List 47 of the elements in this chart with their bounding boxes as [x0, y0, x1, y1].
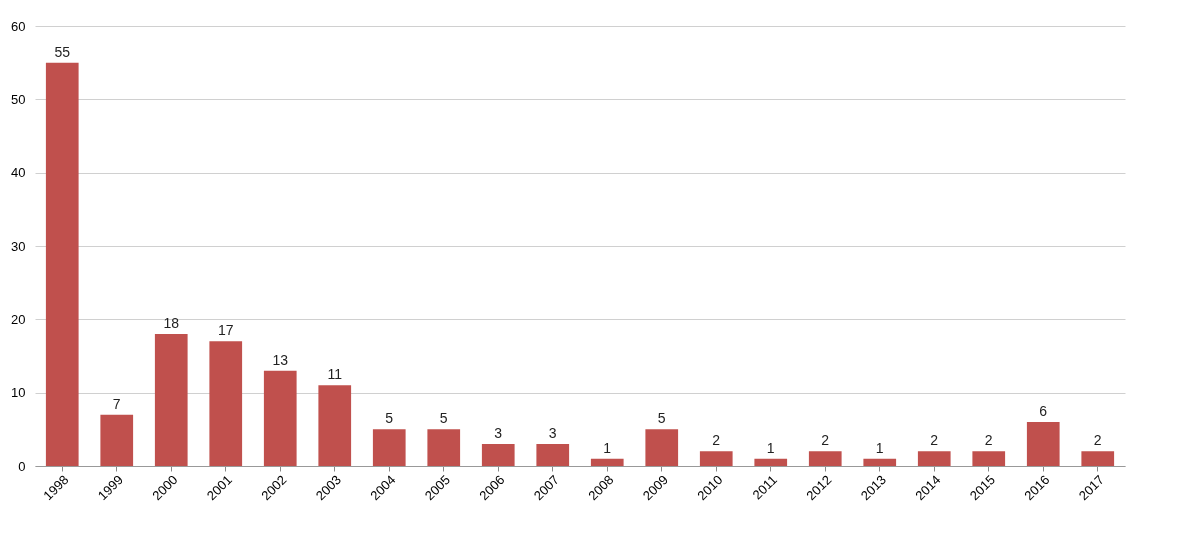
data-label: 55 [54, 43, 71, 60]
data-label: 2 [984, 432, 993, 449]
bar [917, 451, 951, 466]
data-label: 5 [657, 410, 666, 427]
bar [209, 341, 243, 466]
data-label: 1 [766, 439, 775, 456]
data-label: 13 [272, 351, 289, 368]
y-tick-label: 10 [11, 385, 26, 401]
data-label: 3 [548, 425, 557, 441]
data-label: 2 [930, 432, 939, 449]
bar [481, 444, 515, 466]
y-tick-label: 40 [11, 165, 26, 181]
bar [372, 429, 406, 466]
data-label: 5 [385, 410, 394, 427]
bar [318, 385, 352, 466]
bar [536, 444, 570, 466]
y-tick-label: 0 [18, 458, 26, 474]
bar [754, 458, 788, 466]
data-label: 1 [603, 439, 612, 456]
bar [808, 451, 842, 466]
data-label: 5 [439, 410, 448, 427]
bar [699, 451, 733, 466]
y-tick-label: 20 [11, 311, 26, 327]
bar [263, 370, 297, 466]
data-label: 6 [1039, 403, 1048, 419]
data-label: 2 [1093, 432, 1102, 449]
bar [427, 429, 461, 466]
data-label: 18 [163, 315, 180, 331]
bar [972, 451, 1006, 466]
bar [100, 414, 134, 466]
data-label: 3 [494, 425, 503, 441]
y-tick-label: 30 [11, 238, 26, 254]
bar [863, 458, 897, 466]
data-label: 17 [217, 322, 234, 339]
data-label: 11 [327, 366, 343, 383]
bar [154, 334, 188, 466]
data-label: 2 [821, 432, 830, 449]
bar [45, 62, 79, 466]
data-label: 7 [112, 395, 121, 412]
y-tick-label: 50 [11, 91, 26, 107]
bar [1081, 451, 1115, 466]
y-tick-label: 60 [11, 18, 26, 34]
data-label: 2 [712, 432, 721, 449]
data-label: 1 [875, 439, 884, 456]
bar [645, 429, 679, 466]
bar [590, 458, 624, 466]
bar [1026, 422, 1060, 466]
